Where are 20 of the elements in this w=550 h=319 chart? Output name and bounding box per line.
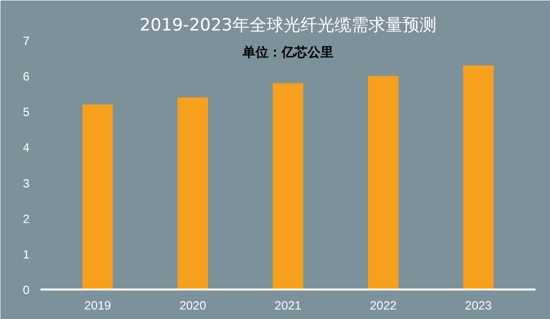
bar bbox=[272, 83, 304, 290]
x-tick-label: 2020 bbox=[179, 298, 206, 312]
y-tick-label: 6 bbox=[22, 70, 30, 84]
x-tick-label: 2022 bbox=[370, 298, 397, 312]
annotation: 单位：亿芯公里 bbox=[242, 44, 334, 60]
y-tick-label: 4 bbox=[22, 140, 30, 155]
bar bbox=[178, 97, 208, 290]
bar bbox=[368, 76, 398, 290]
y-tick-label: 2 bbox=[22, 212, 30, 226]
y-tick-label: 3 bbox=[22, 176, 30, 190]
x-tick-label: 2021 bbox=[274, 298, 302, 312]
y-tick-label: 7 bbox=[22, 34, 30, 48]
y-tick-label: 5 bbox=[22, 105, 30, 120]
bar bbox=[463, 65, 494, 290]
bar bbox=[82, 104, 113, 290]
x-tick-label: 2023 bbox=[465, 298, 492, 312]
y-tick-label: 0 bbox=[22, 283, 30, 297]
chart-title: 2019-2023年全球光纤光缆需求量预测 bbox=[140, 16, 436, 36]
y-tick-label: 1 bbox=[22, 247, 30, 262]
x-tick-label: 2019 bbox=[84, 298, 112, 312]
